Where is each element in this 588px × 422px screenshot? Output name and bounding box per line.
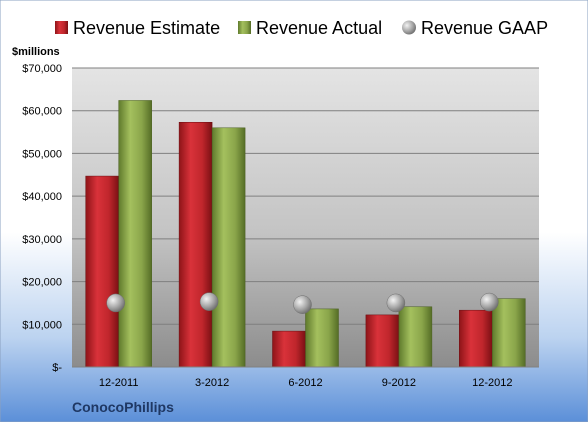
legend-label-gaap: Revenue GAAP (421, 18, 548, 38)
x-axis-ticks: 12-2011 3-2012 6-2012 9-2012 12-2012 (99, 377, 513, 389)
marker-revenue-gaap (386, 293, 406, 313)
y-tick-label: $60,000 (22, 106, 62, 118)
marker-revenue-gaap (106, 293, 125, 313)
bar-revenue-actual (492, 298, 526, 368)
marker-revenue-gaap (199, 292, 219, 311)
x-tick-label: 9-2012 (382, 377, 416, 389)
bar-revenue-estimate (272, 330, 306, 368)
y-axis-unit-label: $millions (12, 46, 60, 58)
gaap-markers (106, 292, 499, 314)
legend-swatch-gaap (402, 20, 416, 35)
bar-revenue-estimate (365, 314, 400, 368)
legend: Revenue Estimate Revenue Actual Revenue … (55, 18, 548, 38)
x-tick-label: 12-2012 (472, 377, 512, 389)
x-tick-label: 12-2011 (99, 377, 139, 389)
legend-label-estimate: Revenue Estimate (73, 18, 220, 38)
bar-revenue-actual (211, 127, 246, 368)
y-tick-label: $- (52, 362, 62, 374)
marker-revenue-gaap (293, 295, 312, 314)
bar-revenue-estimate (85, 175, 119, 368)
marker-revenue-gaap (480, 292, 499, 312)
y-tick-label: $30,000 (22, 234, 62, 246)
legend-swatch-actual (238, 21, 251, 34)
y-tick-label: $40,000 (22, 191, 62, 203)
x-tick-label: 6-2012 (288, 377, 322, 389)
y-tick-label: $70,000 (22, 63, 62, 75)
y-tick-label: $20,000 (22, 277, 62, 289)
x-tick-label: 3-2012 (195, 377, 229, 389)
bar-revenue-estimate (459, 309, 493, 368)
bars (85, 100, 526, 368)
legend-label-actual: Revenue Actual (256, 18, 382, 38)
bar-revenue-actual (118, 100, 152, 368)
bar-revenue-actual (305, 308, 339, 368)
y-axis-ticks: $- $10,000 $20,000 $30,000 $40,000 $50,000 $60… (22, 63, 62, 374)
company-name: ConocoPhillips (72, 399, 174, 415)
y-tick-label: $50,000 (22, 148, 62, 160)
bar-revenue-estimate (178, 121, 213, 368)
bar-revenue-actual (398, 306, 433, 368)
legend-swatch-estimate (55, 21, 68, 34)
y-tick-label: $10,000 (22, 319, 62, 331)
